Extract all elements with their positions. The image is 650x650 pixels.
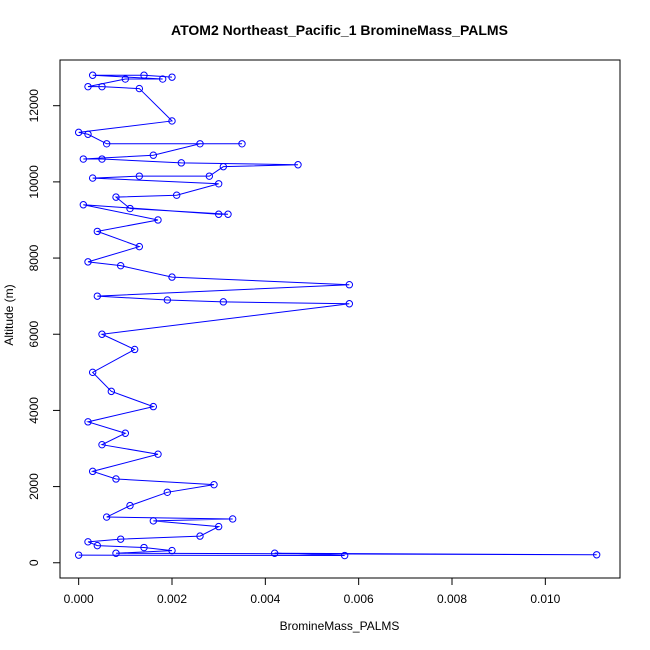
data-point: [130, 345, 139, 354]
data-point: [340, 551, 349, 560]
data-point: [238, 140, 246, 148]
data-point: [228, 515, 237, 523]
data-point: [168, 546, 176, 555]
data-point: [84, 82, 92, 91]
y-tick-label: 4000: [27, 397, 41, 424]
data-point: [140, 71, 148, 79]
data-point: [210, 480, 218, 489]
data-point: [135, 84, 144, 93]
data-point: [98, 155, 106, 163]
data-point: [98, 440, 106, 449]
data-point: [154, 450, 162, 458]
data-point: [121, 75, 130, 83]
y-tick-label: 6000: [27, 321, 41, 348]
data-point: [196, 532, 204, 540]
data-point: [121, 429, 130, 437]
data-point: [88, 368, 97, 377]
data-point: [107, 387, 116, 396]
data-point: [88, 174, 97, 182]
data-point: [149, 517, 158, 525]
data-point: [84, 258, 92, 266]
data-point: [345, 300, 354, 308]
data-point: [219, 162, 228, 171]
data-point: [219, 298, 228, 306]
y-tick-label: 12000: [27, 89, 41, 123]
data-point: [214, 210, 223, 218]
data-point: [224, 210, 232, 218]
data-point: [168, 73, 176, 81]
data-point: [79, 155, 88, 163]
data-point: [88, 71, 97, 79]
data-point: [149, 402, 158, 411]
data-point: [149, 151, 158, 159]
data-point: [112, 193, 120, 201]
data-point: [158, 75, 167, 83]
data-point: [98, 330, 106, 338]
data-point: [126, 204, 134, 213]
x-tick-label: 0.002: [157, 592, 187, 606]
y-tick-label: 0: [27, 559, 41, 566]
data-point: [135, 172, 144, 180]
x-tick-label: 0.010: [530, 592, 560, 606]
data-point: [84, 538, 92, 546]
data-point: [214, 180, 223, 188]
data-point: [93, 541, 102, 550]
data-point: [592, 551, 601, 559]
data-point: [205, 172, 214, 180]
data-point: [172, 191, 181, 199]
data-point: [116, 535, 125, 543]
data-point: [74, 551, 83, 559]
data-point: [112, 475, 120, 483]
data-point: [112, 549, 120, 557]
y-tick-label: 2000: [27, 473, 41, 500]
data-point: [116, 261, 125, 270]
x-axis: 0.000 0.002 0.004 0.006 0.008 0.010: [64, 578, 561, 606]
data-point: [270, 549, 279, 557]
data-point: [93, 292, 102, 300]
data-point: [98, 82, 106, 91]
y-axis: 0 2000 4000 6000 8000 10000 12000: [27, 89, 60, 566]
series-layer: [74, 71, 601, 560]
x-axis-label: BromineMass_PALMS: [280, 619, 400, 633]
data-point: [163, 488, 172, 496]
data-point: [168, 117, 176, 125]
data-point: [140, 543, 148, 552]
data-point: [126, 501, 134, 510]
data-point: [102, 513, 111, 521]
x-tick-label: 0.008: [437, 592, 467, 606]
data-point: [345, 281, 354, 289]
y-axis-label: Altitude (m): [2, 284, 16, 345]
data-point: [93, 227, 102, 236]
data-point: [168, 273, 176, 281]
data-point: [177, 159, 186, 167]
chart-title: ATOM2 Northeast_Pacific_1 BromineMass_PA…: [171, 22, 508, 38]
data-point: [79, 201, 88, 209]
data-point: [294, 161, 302, 169]
plot-frame: [59, 59, 621, 579]
data-point: [154, 216, 162, 224]
data-point: [196, 140, 204, 148]
data-point: [135, 242, 144, 251]
y-tick-label: 10000: [27, 165, 41, 199]
data-point: [102, 140, 111, 148]
x-tick-label: 0.000: [64, 592, 94, 606]
data-point: [214, 522, 223, 531]
x-tick-label: 0.004: [250, 592, 280, 606]
x-tick-label: 0.006: [344, 592, 374, 606]
data-point: [88, 467, 97, 476]
data-point: [74, 128, 83, 137]
y-tick-label: 8000: [27, 244, 41, 271]
data-point: [84, 418, 92, 426]
data-point: [84, 130, 92, 138]
series-line: [78, 74, 597, 557]
data-point: [163, 296, 172, 304]
